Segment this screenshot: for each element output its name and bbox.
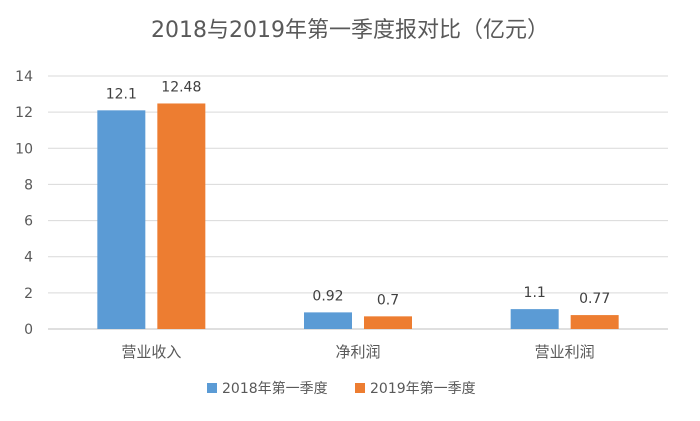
- data-label: 12.1: [106, 86, 137, 102]
- data-label: 0.77: [579, 291, 610, 307]
- legend-label: 2018年第一季度: [222, 380, 328, 397]
- category-label: 净利润: [335, 343, 380, 361]
- bar-2018-2: [510, 309, 559, 329]
- x-axis-categories: 营业收入 净利润 营业利润: [121, 343, 594, 361]
- gridlines: [48, 75, 668, 330]
- legend-swatch: [207, 383, 217, 393]
- legend-swatch: [355, 383, 365, 393]
- category-label: 营业利润: [535, 343, 595, 361]
- y-tick-label: 0: [24, 322, 33, 338]
- y-tick-label: 14: [15, 69, 33, 85]
- y-tick-label: 4: [24, 250, 33, 266]
- bar-2019-1: [364, 316, 412, 329]
- data-label: 0.92: [312, 288, 343, 304]
- chart-title: 2018与2019年第一季度报对比（亿元）: [151, 18, 549, 43]
- y-tick-label: 12: [15, 105, 33, 121]
- y-tick-label: 6: [24, 214, 33, 230]
- bar-2018-0: [97, 110, 146, 329]
- legend: 2018年第一季度 2019年第一季度: [207, 380, 476, 397]
- bar-2018-1: [304, 312, 352, 329]
- y-axis-ticks: 0 2 4 6 8 10 12 14: [15, 69, 33, 338]
- legend-label: 2019年第一季度: [370, 380, 476, 397]
- y-tick-label: 8: [24, 177, 33, 193]
- y-tick-label: 2: [24, 286, 33, 302]
- category-label: 营业收入: [121, 343, 181, 361]
- data-label: 12.48: [161, 79, 201, 95]
- bar-2019-0: [157, 103, 206, 330]
- bars: [97, 103, 619, 330]
- data-labels: 12.1 12.48 0.92 0.7 1.1 0.77: [106, 79, 611, 308]
- y-tick-label: 10: [15, 141, 33, 157]
- bar-2019-2: [570, 315, 619, 329]
- data-label: 1.1: [524, 285, 546, 301]
- data-label: 0.7: [377, 292, 399, 308]
